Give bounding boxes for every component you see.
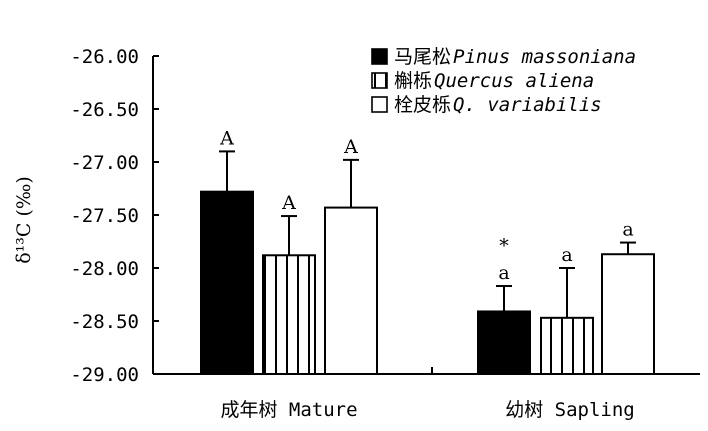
y-tick-label: -28.50 xyxy=(70,311,139,333)
y-tick-label: -29.00 xyxy=(70,364,139,386)
significance-letter: a xyxy=(498,262,509,284)
significance-asterisk: * xyxy=(499,235,509,257)
significance-letter: a xyxy=(622,219,633,241)
bar xyxy=(477,310,531,375)
y-tick-label: -26.00 xyxy=(70,46,139,68)
significance-letter: a xyxy=(561,244,572,266)
y-axis-title: δ¹³C (‰) xyxy=(13,176,35,264)
axes: -26.00 -26.50 -27.00 -27.50 -28.00 -28.50 -29.… xyxy=(13,46,700,421)
y-tick-label: -26.50 xyxy=(70,99,139,121)
bar xyxy=(540,316,594,376)
legend-label: 槲栎 Quercus aliena xyxy=(394,70,594,92)
y-tick-label: -27.00 xyxy=(70,152,139,174)
legend-swatch xyxy=(371,48,388,65)
significance-letter: A xyxy=(343,136,358,158)
bar xyxy=(324,206,378,375)
y-tick-label: -27.50 xyxy=(70,205,139,227)
bars-group: Aa Aa Aa * xyxy=(200,127,655,376)
bar xyxy=(262,254,316,375)
x-category-label: 成年树 Mature xyxy=(220,399,357,421)
legend-swatch xyxy=(371,96,388,113)
legend-label: 栓皮栎 Q. variabilis xyxy=(394,94,602,116)
y-tick-label: -28.00 xyxy=(70,258,139,280)
bar xyxy=(601,253,655,375)
legend-label: 马尾松 Pinus massoniana xyxy=(394,46,636,68)
significance-letter: A xyxy=(281,192,296,214)
significance-letter: A xyxy=(219,127,234,149)
legend-swatch xyxy=(371,72,388,89)
x-category-label: 幼树 Sapling xyxy=(505,399,635,421)
bar xyxy=(200,190,254,375)
